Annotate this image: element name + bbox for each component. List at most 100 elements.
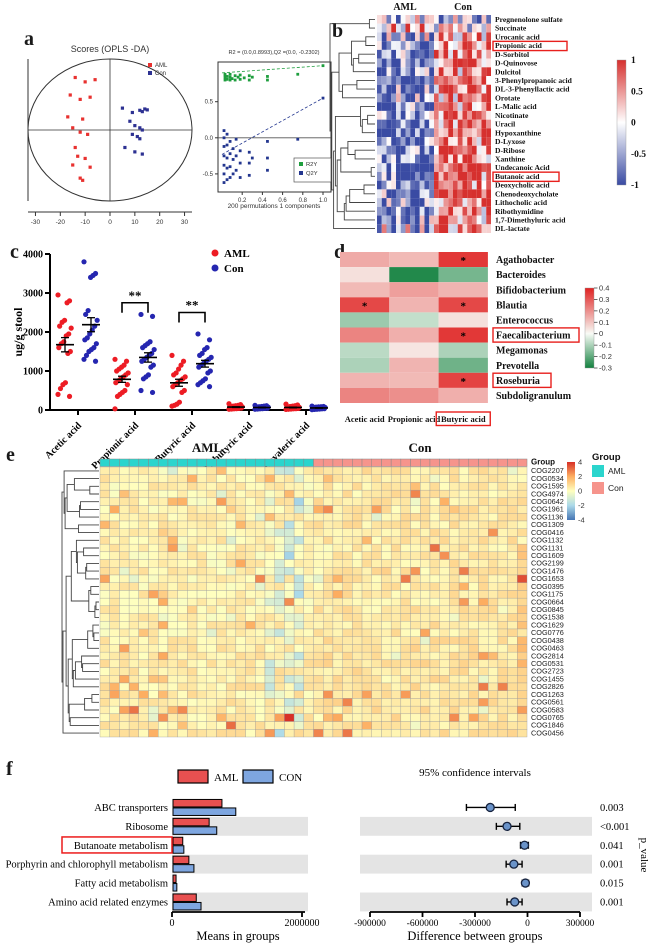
heatmap-cell (158, 543, 169, 553)
heatmap-cell (439, 489, 450, 499)
heatmap-cell (386, 224, 392, 233)
heatmap-cell (128, 513, 139, 522)
heatmap-cell (377, 76, 382, 85)
heatmap-cell (458, 628, 469, 637)
heatmap-cell (284, 729, 295, 738)
heatmap-cell (390, 482, 402, 491)
heatmap-cell (293, 536, 304, 545)
perm-point-Q2Y (225, 132, 229, 136)
heatmap-cell (429, 536, 440, 545)
heatmap-cell (167, 636, 178, 645)
heatmap-cell (481, 215, 487, 225)
heatmap-cell (196, 644, 207, 653)
correlation-cell (389, 282, 439, 298)
heatmap-cell (235, 705, 246, 715)
bar-aml (172, 817, 210, 827)
cog-label: COG1476 (531, 566, 564, 575)
heatmap-cell (478, 713, 489, 722)
heatmap-cell (216, 713, 227, 722)
heatmap-cell (429, 102, 434, 111)
heatmap-cell (507, 559, 518, 568)
heatmap-cell (458, 636, 469, 645)
heatmap-cell (449, 513, 460, 522)
heatmap-cell (274, 482, 285, 491)
correlation-cell (438, 252, 488, 268)
heatmap-cell (99, 597, 110, 607)
heatmap-cell (313, 729, 324, 738)
heatmap-cell (342, 520, 353, 529)
score-point-Con (133, 150, 137, 154)
heatmap-cell (472, 93, 477, 103)
heatmap-cell (419, 49, 425, 59)
heatmap-cell (472, 67, 477, 77)
heatmap-cell (381, 41, 387, 50)
heatmap-cell (457, 189, 463, 199)
heatmap-cell (255, 528, 266, 537)
heatmap-cell (476, 119, 482, 129)
perm-point-Q2Y (225, 178, 229, 182)
heatmap-cell (284, 613, 295, 622)
group-annotation-cell (497, 458, 508, 467)
legend-swatch-AML (592, 465, 604, 477)
heatmap-cell (391, 102, 396, 111)
heatmap-cell (497, 597, 508, 607)
heatmap-cell (438, 189, 444, 199)
heatmap-cell (410, 675, 421, 684)
heatmap-cell (352, 574, 363, 583)
heatmap-cell (138, 644, 149, 653)
heatmap-cell (472, 41, 477, 50)
heatmap-cell (381, 198, 387, 207)
legend-label: CON (279, 772, 302, 784)
heatmap-cell (486, 102, 491, 111)
heatmap-cell (255, 482, 266, 491)
x-tick: 300000 (566, 919, 595, 929)
perm-point-Q2Y (222, 145, 226, 148)
heatmap-cell (448, 32, 453, 42)
heatmap-cell (206, 543, 217, 553)
heatmap-cell (138, 628, 149, 637)
heatmap-cell (255, 721, 266, 730)
heatmap-cell (377, 154, 382, 164)
group-annotation-cell (352, 458, 363, 467)
heatmap-cell (486, 128, 491, 138)
heatmap-cell (488, 590, 499, 599)
heatmap-cell (148, 466, 159, 475)
heatmap-cell (468, 659, 479, 668)
heatmap-cell (128, 590, 139, 599)
heatmap-cell (109, 705, 120, 715)
heatmap-cell (419, 102, 425, 111)
heatmap-cell (488, 543, 499, 553)
heatmap-cell (264, 489, 275, 499)
heatmap-cell (128, 690, 139, 699)
heatmap-cell (419, 23, 425, 33)
heatmap-cell (293, 682, 304, 691)
score-point-Con (130, 110, 134, 115)
heatmap-cell (507, 636, 518, 645)
data-point-AML (169, 352, 175, 358)
heatmap-cell (443, 49, 449, 59)
heatmap-cell (216, 590, 227, 599)
heatmap-cell (390, 698, 402, 707)
heatmap-cell (439, 628, 450, 637)
heatmap-cell (400, 189, 406, 199)
colorbar-tick: 0 (578, 487, 582, 496)
heatmap-cell (478, 466, 489, 475)
ci-point (510, 897, 520, 907)
heatmap-cell (216, 567, 227, 576)
heatmap-cell (396, 15, 401, 24)
heatmap-cell (453, 93, 458, 103)
heatmap-cell (167, 489, 178, 499)
perm-point-R2Y (223, 72, 227, 76)
heatmap-cell (216, 621, 227, 630)
heatmap-cell (488, 536, 499, 545)
heatmap-cell (453, 198, 458, 207)
heatmap-cell (138, 574, 149, 583)
score-point-Con (145, 108, 149, 112)
heatmap-cell (303, 567, 314, 576)
x-tick: -600000 (407, 919, 439, 929)
perm-point-Q2Y (250, 156, 254, 160)
heatmap-cell (462, 93, 468, 103)
data-point-AML (57, 323, 63, 329)
heatmap-cell (196, 659, 207, 668)
heatmap-cell (443, 15, 449, 24)
